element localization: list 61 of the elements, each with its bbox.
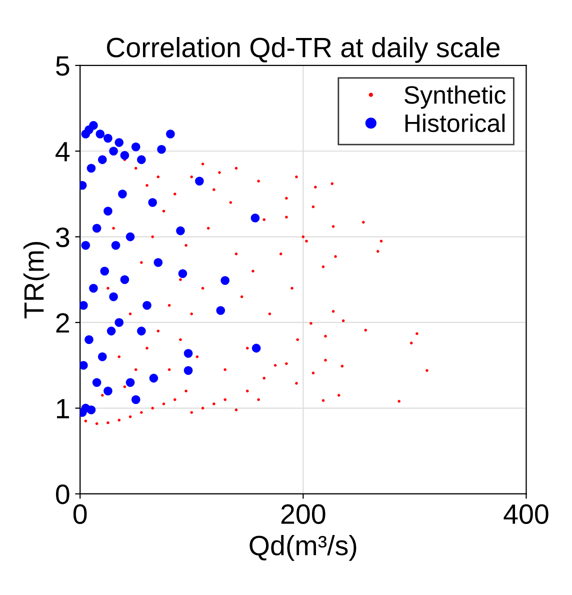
y-tick-label: 0: [56, 484, 70, 504]
point: [166, 130, 175, 138]
point: [98, 155, 107, 164]
point: [126, 232, 135, 242]
chart-title: Correlation Qd-TR at daily scale: [106, 36, 500, 63]
point: [104, 386, 112, 396]
x-tick-label: 400: [504, 504, 548, 524]
point: [184, 348, 193, 358]
point: [86, 405, 96, 414]
x-tick-label: 200: [281, 504, 326, 524]
point: [126, 378, 135, 387]
point: [109, 292, 118, 302]
point: [252, 344, 261, 353]
point: [114, 318, 124, 327]
point: [84, 125, 94, 134]
x-tick-label: 0: [73, 504, 87, 524]
point: [137, 326, 146, 336]
point: [86, 164, 96, 173]
y-axis-title: TR(m): [23, 242, 50, 318]
y-tick-label: 1: [57, 399, 70, 418]
y-tick-label: 5: [56, 56, 70, 76]
point: [111, 240, 120, 250]
legend-label: Historical: [405, 114, 505, 132]
point: [84, 335, 94, 344]
point: [220, 276, 230, 285]
point: [80, 360, 88, 370]
y-tick-label: 3: [56, 227, 70, 248]
point: [118, 190, 127, 198]
point: [114, 138, 124, 147]
point: [154, 258, 163, 267]
point: [184, 366, 193, 375]
point: [92, 378, 102, 387]
point: [89, 284, 98, 293]
point: [157, 145, 166, 154]
point: [250, 214, 260, 222]
point: [81, 240, 90, 250]
x-axis-title: Qd(m³/s): [250, 535, 356, 561]
point: [178, 269, 188, 278]
point: [104, 134, 112, 143]
point: [137, 155, 146, 164]
point: [104, 206, 112, 216]
point: [98, 352, 107, 362]
y-tick-label: 4: [56, 142, 70, 162]
point: [120, 151, 130, 160]
point: [120, 275, 130, 284]
point: [176, 226, 185, 236]
point: [131, 395, 140, 404]
point: [149, 374, 158, 383]
point: [100, 266, 110, 276]
point: [195, 176, 204, 186]
point: [142, 300, 152, 310]
y-tick-label: 2: [56, 313, 69, 333]
legend-label: Synthetic: [404, 85, 506, 109]
point: [216, 306, 226, 315]
point: [80, 300, 88, 310]
point: [92, 224, 102, 233]
point: [109, 146, 118, 156]
point: [148, 198, 157, 207]
point: [96, 130, 105, 138]
point: [106, 326, 116, 336]
point: [131, 142, 140, 152]
